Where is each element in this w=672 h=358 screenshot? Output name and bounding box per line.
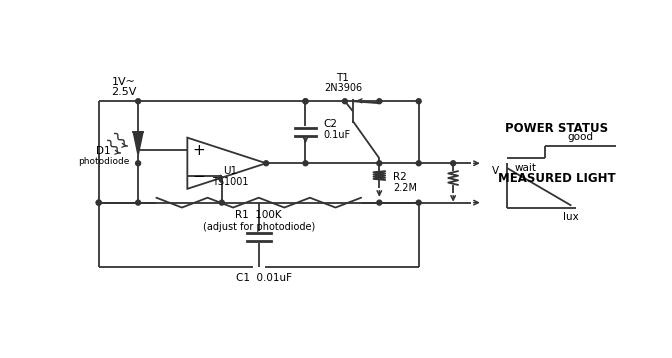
Text: POWER STATUS: POWER STATUS xyxy=(505,122,608,135)
Text: −: − xyxy=(193,169,206,184)
Text: wait: wait xyxy=(515,163,537,173)
Text: 2N3906: 2N3906 xyxy=(324,83,362,93)
Text: photodiode: photodiode xyxy=(78,157,129,166)
Text: C2: C2 xyxy=(323,119,337,129)
Text: D1: D1 xyxy=(96,146,111,156)
Text: +: + xyxy=(193,143,206,158)
Circle shape xyxy=(377,99,382,104)
Text: R1  100K: R1 100K xyxy=(235,211,282,221)
Text: T1: T1 xyxy=(337,73,349,83)
Text: 1V~: 1V~ xyxy=(112,77,136,87)
Text: (adjust for photodiode): (adjust for photodiode) xyxy=(202,222,315,232)
Circle shape xyxy=(377,161,382,166)
Circle shape xyxy=(219,200,224,205)
Text: TS1001: TS1001 xyxy=(212,177,249,187)
Circle shape xyxy=(96,200,101,205)
Circle shape xyxy=(416,99,421,104)
Text: C1  0.01uF: C1 0.01uF xyxy=(236,274,292,284)
Circle shape xyxy=(96,200,101,205)
Text: 2.5V: 2.5V xyxy=(112,87,137,97)
Polygon shape xyxy=(133,132,143,155)
Text: R2: R2 xyxy=(393,172,407,182)
Text: lux: lux xyxy=(563,212,579,222)
Circle shape xyxy=(136,200,140,205)
Text: 0.1uF: 0.1uF xyxy=(323,130,350,140)
Text: good: good xyxy=(567,132,593,142)
Text: 2.2M: 2.2M xyxy=(393,183,417,193)
Circle shape xyxy=(303,99,308,104)
Text: U1: U1 xyxy=(224,166,238,176)
Circle shape xyxy=(136,99,140,104)
Text: V: V xyxy=(493,166,499,176)
Circle shape xyxy=(303,99,308,104)
Circle shape xyxy=(377,200,382,205)
Circle shape xyxy=(303,161,308,166)
Circle shape xyxy=(416,161,421,166)
Text: MEASURED LIGHT: MEASURED LIGHT xyxy=(498,171,616,184)
Circle shape xyxy=(416,200,421,205)
Circle shape xyxy=(343,99,347,104)
Circle shape xyxy=(451,161,456,166)
Circle shape xyxy=(263,161,269,166)
Circle shape xyxy=(136,161,140,166)
